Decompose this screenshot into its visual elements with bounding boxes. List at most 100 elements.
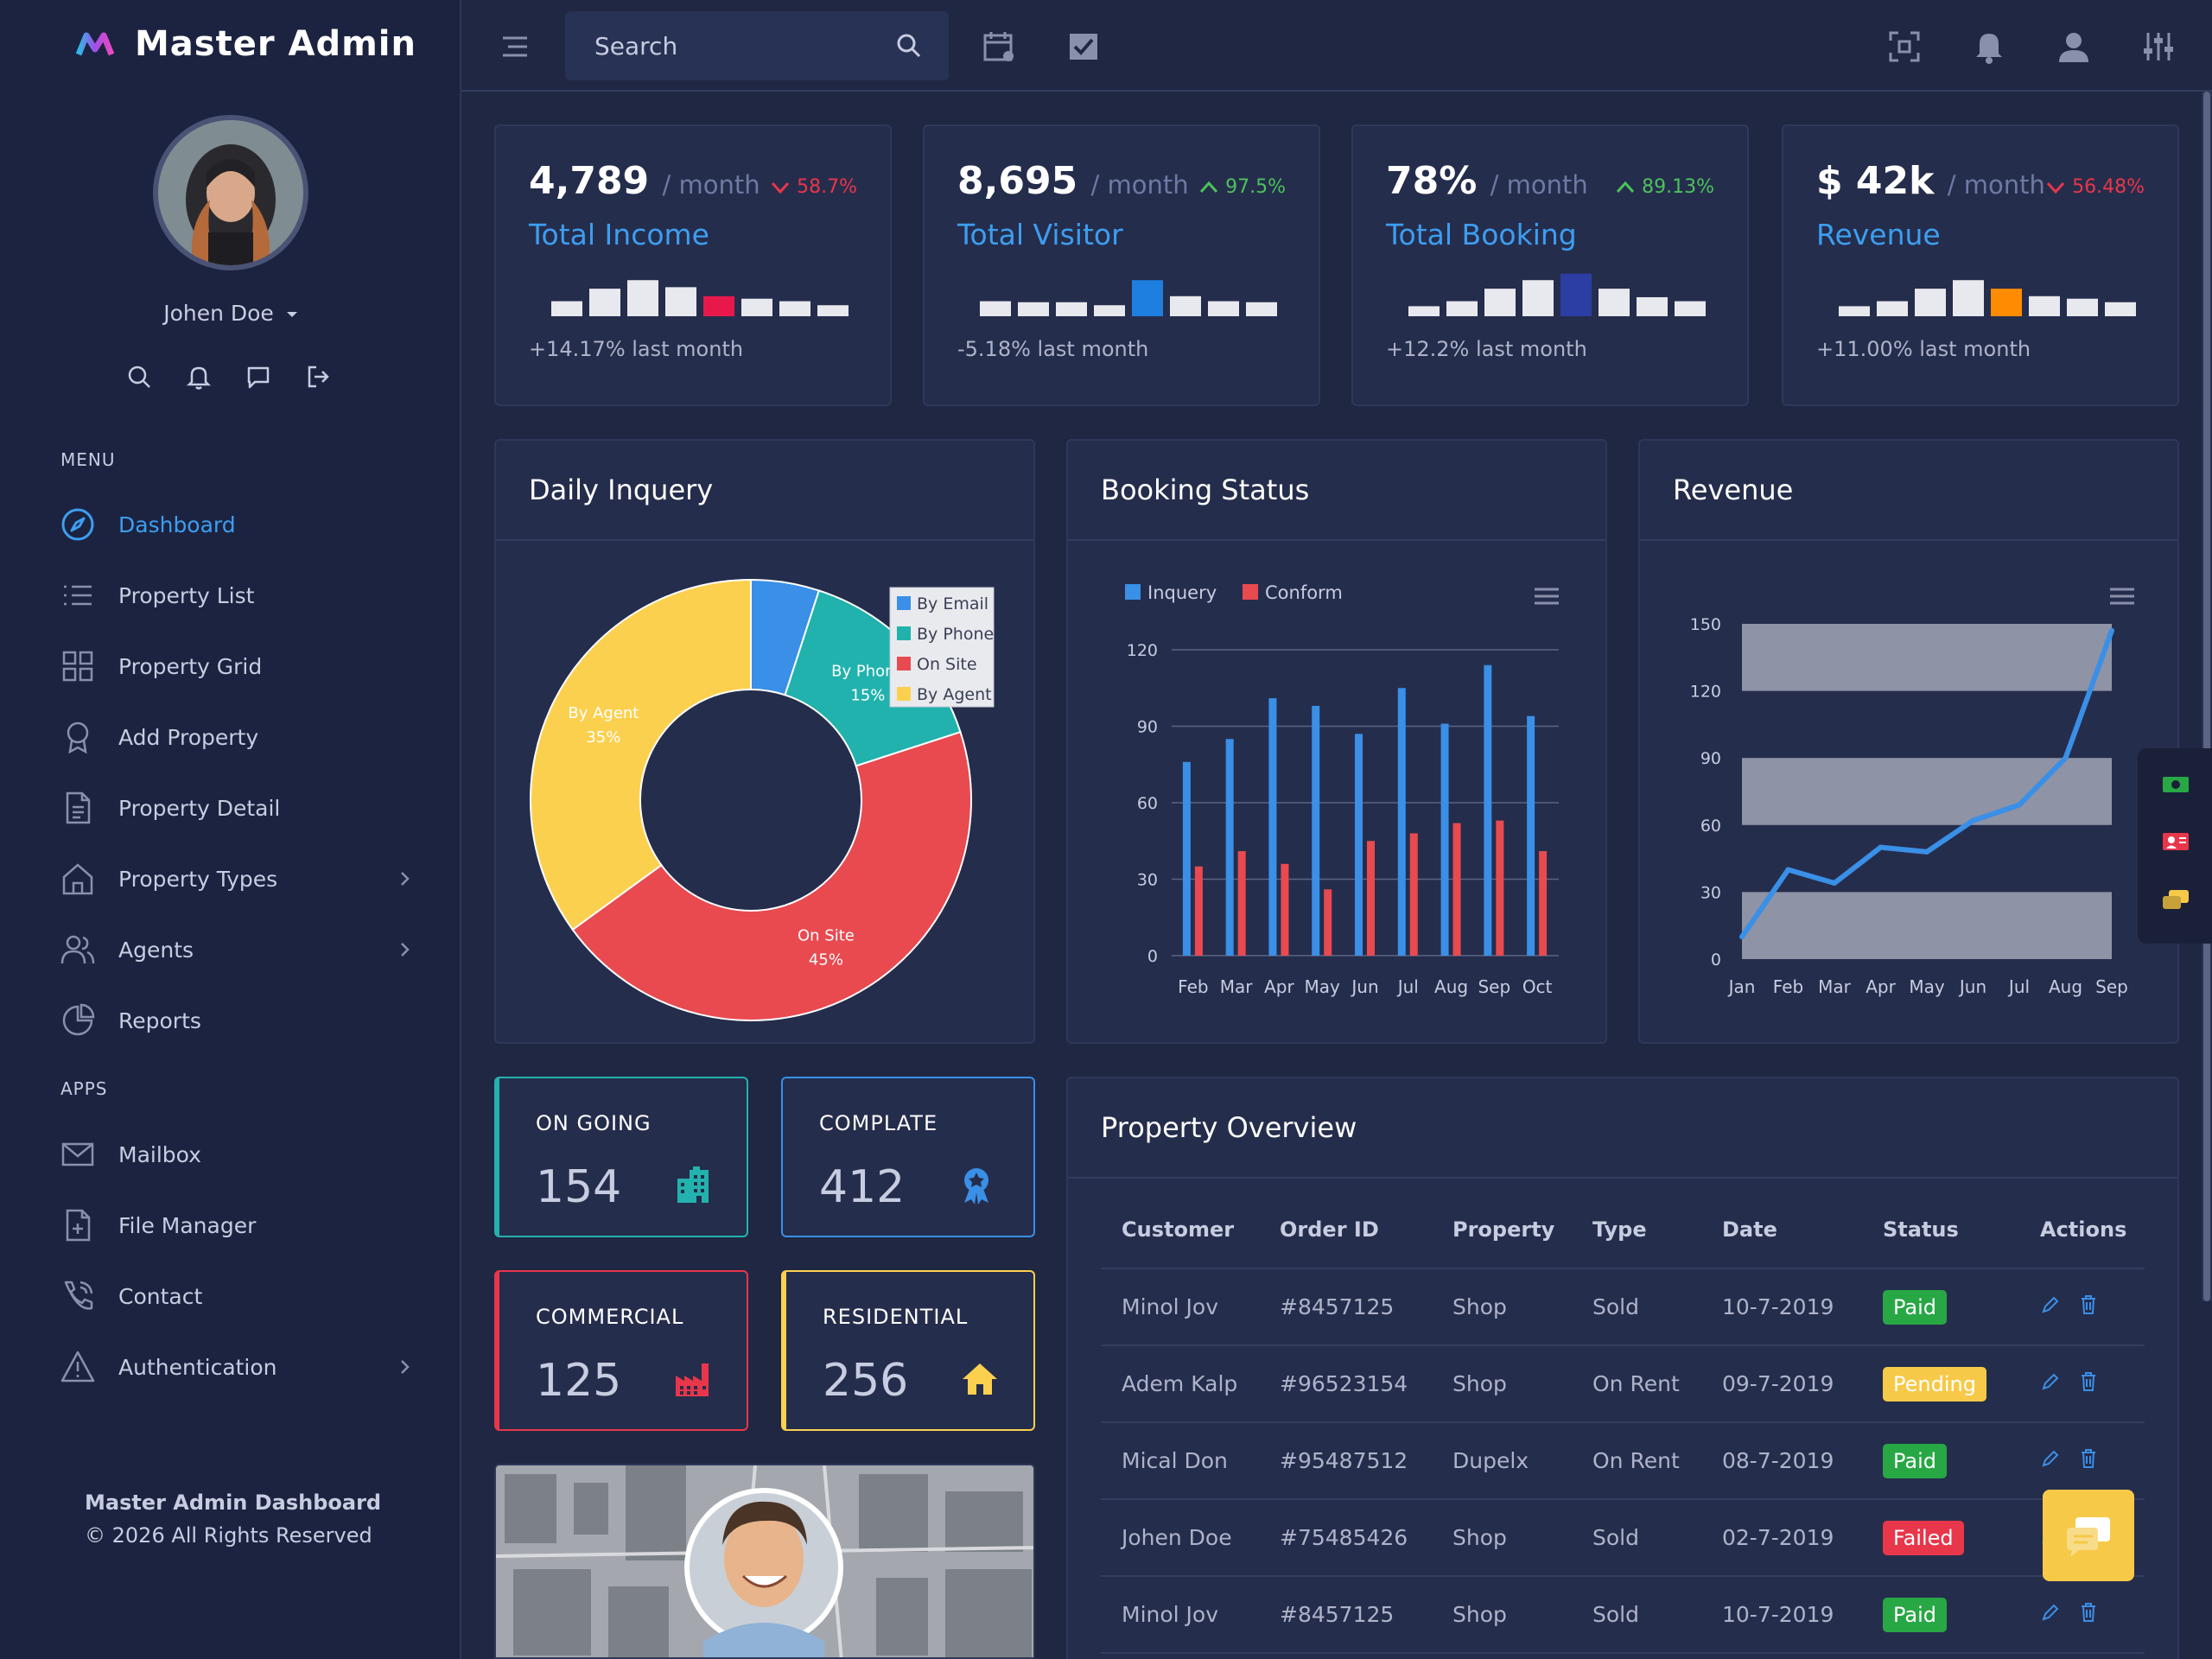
nav-label: Add Property — [118, 724, 259, 750]
user-avatar[interactable] — [153, 115, 308, 270]
column-header[interactable]: Status — [1862, 1191, 2019, 1269]
cell-type: Sold — [1572, 1576, 1701, 1654]
task-check-icon[interactable] — [1066, 29, 1101, 64]
spark-bar — [1637, 296, 1668, 316]
search-icon[interactable] — [125, 363, 153, 391]
chevron-right-icon — [401, 872, 410, 886]
search-input[interactable] — [565, 11, 949, 80]
chart-legend: Inquery Conform — [1125, 582, 1343, 603]
spark-bar — [1522, 280, 1554, 316]
nav-mailbox[interactable]: Mailbox — [60, 1133, 415, 1176]
nav-property-grid[interactable]: Property Grid — [60, 645, 415, 688]
x-tick-label: May — [1909, 976, 1945, 997]
award-icon — [67, 721, 89, 754]
bar-inquery — [1397, 688, 1406, 956]
agent-photo-card[interactable] — [494, 1464, 1035, 1659]
nav-add-property[interactable]: Add Property — [60, 715, 415, 759]
panel-title: Booking Status — [1101, 474, 1310, 506]
y-tick-label: 90 — [1137, 718, 1158, 737]
slice-percent: 35% — [586, 728, 620, 747]
x-tick-label: Jun — [1958, 976, 1986, 997]
page-scrollbar[interactable] — [2202, 92, 2212, 1301]
cell-type: Sold — [1572, 1268, 1701, 1346]
nav-property-detail[interactable]: Property Detail — [60, 786, 415, 830]
y-tick-label: 90 — [1700, 749, 1721, 768]
spark-bar — [1877, 301, 1908, 316]
nav-file-manager[interactable]: File Manager — [60, 1204, 415, 1247]
status-badge: Paid — [1883, 1289, 1948, 1325]
edit-icon[interactable] — [2040, 1602, 2061, 1623]
table-row[interactable]: Minol Jov #8457125 Shop Sold 10-7-2019 Paid — [1101, 1576, 2145, 1654]
edit-icon[interactable] — [2040, 1294, 2061, 1315]
table-row[interactable]: Adem Kalp #96523154 Shop On Rent 09-7-2019 Pe… — [1101, 1345, 2145, 1423]
delete-icon[interactable] — [2080, 1294, 2097, 1315]
legend-label: By Phone — [917, 625, 994, 644]
contact-card-icon[interactable] — [2162, 831, 2190, 852]
nav-dashboard[interactable]: Dashboard — [60, 503, 415, 546]
arrow-up-icon — [1616, 181, 1635, 193]
cell-actions — [2019, 1268, 2145, 1346]
message-icon[interactable] — [245, 363, 272, 391]
column-header[interactable]: Type — [1572, 1191, 1701, 1269]
nav-agents[interactable]: Agents — [60, 928, 415, 971]
search-icon[interactable] — [893, 30, 925, 61]
table-row[interactable]: Minol Jov #8457125 Shop Sold 10-7-2019 Paid — [1101, 1268, 2145, 1346]
chat-bubbles-icon[interactable] — [2162, 888, 2190, 912]
spark-bar — [1132, 280, 1163, 316]
nav-property-types[interactable]: Property Types — [60, 857, 415, 900]
apps-section-label: APPS — [60, 1078, 108, 1099]
logout-icon[interactable] — [304, 363, 332, 391]
legend-swatch — [897, 687, 911, 701]
settings-sliders-icon[interactable] — [2141, 29, 2176, 64]
stat-card-revenue: $ 42k / month 56.48% Revenue +11.00% las… — [1782, 124, 2179, 406]
table-row[interactable]: Johen Doe #75485426 Shop Sold 02-7-2019 Faile… — [1101, 1499, 2145, 1577]
edit-icon[interactable] — [2040, 1448, 2061, 1469]
bar-conform — [1237, 851, 1246, 956]
chart-menu-icon[interactable] — [1535, 588, 1559, 605]
cell-status: Paid — [1862, 1576, 2019, 1654]
nav-property-list[interactable]: Property List — [60, 574, 415, 617]
bar-conform — [1409, 833, 1418, 956]
notification-bell-icon[interactable] — [1972, 29, 2006, 64]
cell-date: 10-7-2019 — [1701, 1576, 1862, 1654]
chat-button[interactable] — [2043, 1490, 2134, 1581]
cell-customer: Minol Jov — [1101, 1268, 1259, 1346]
column-header[interactable]: Date — [1701, 1191, 1862, 1269]
nav-contact[interactable]: Contact — [60, 1274, 415, 1318]
delete-icon[interactable] — [2080, 1602, 2097, 1623]
search-bar[interactable] — [565, 11, 949, 80]
y-tick-label: 150 — [1690, 615, 1721, 634]
x-tick-label: Jan — [1727, 976, 1756, 997]
spark-bar — [1953, 280, 1984, 316]
spark-bar — [1560, 273, 1592, 316]
delete-icon[interactable] — [2080, 1371, 2097, 1392]
stat-value: 78% / month — [1386, 159, 1588, 203]
stat-title: Total Visitor — [957, 218, 1123, 251]
column-header[interactable]: Actions — [2019, 1191, 2145, 1269]
calendar-icon[interactable] — [982, 29, 1016, 64]
sidebar-footer: Master Admin Dashboard © 2026 All Rights… — [85, 1491, 382, 1548]
delete-icon[interactable] — [2080, 1448, 2097, 1469]
table-row[interactable]: Mical Don #95487512 Dupelx On Rent 08-7-2019… — [1101, 1422, 2145, 1500]
nav-reports[interactable]: Reports — [60, 999, 415, 1042]
chart-menu-icon[interactable] — [2110, 588, 2134, 605]
scrollbar-thumb[interactable] — [2203, 92, 2210, 1301]
nav-authentication[interactable]: Authentication — [60, 1345, 415, 1389]
menu-toggle-icon[interactable] — [498, 29, 532, 64]
stat-value: 4,789 / month — [529, 159, 760, 203]
brand-logo[interactable]: Master Admin — [76, 24, 416, 64]
user-name[interactable]: Johen Doe — [0, 301, 461, 326]
column-header[interactable]: Customer — [1101, 1191, 1259, 1269]
property-table: Customer Order ID Property Type Date Sta… — [1101, 1191, 2145, 1654]
column-header[interactable]: Order ID — [1259, 1191, 1432, 1269]
column-header[interactable]: Property — [1432, 1191, 1572, 1269]
spark-bar — [2029, 296, 2060, 316]
edit-icon[interactable] — [2040, 1371, 2061, 1392]
cell-date: 10-7-2019 — [1701, 1268, 1862, 1346]
user-profile-icon[interactable] — [2056, 29, 2091, 64]
bell-icon[interactable] — [185, 363, 213, 391]
money-icon[interactable] — [2162, 774, 2190, 795]
fullscreen-icon[interactable] — [1887, 29, 1922, 64]
floating-tools — [2138, 748, 2212, 944]
panel-title: Daily Inquery — [529, 474, 714, 506]
